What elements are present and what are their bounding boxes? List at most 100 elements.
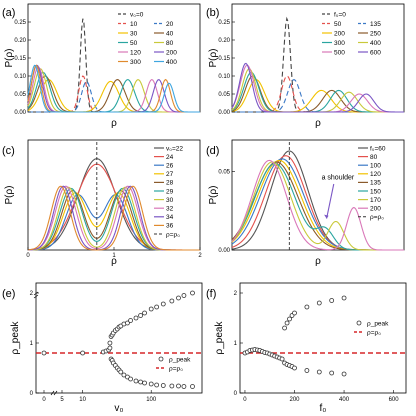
ytick-label-d-0: 0.00 [218, 248, 230, 254]
ytick-label-f-1: 1 [234, 341, 238, 347]
curve-a-400-10 [27, 64, 200, 113]
curve-a-300-9 [27, 64, 200, 113]
point-e-1 [80, 350, 86, 356]
point-e-6 [107, 340, 113, 346]
xlabel-a: ρ [111, 118, 117, 129]
xlabel-d: ρ [315, 256, 321, 267]
legend-label-a-7: 120 [130, 49, 141, 56]
legend-label-c-8: 34 [166, 214, 174, 221]
point-f-31 [329, 298, 335, 303]
axis-break-x-2 [53, 390, 58, 396]
legend-label-d-2: 100 [370, 163, 381, 170]
ylabel-f: ρ_peak [214, 321, 225, 355]
axis-break-x-1 [50, 390, 55, 396]
legend-label-c-4: 28 [166, 180, 174, 187]
point-e-24 [125, 320, 130, 326]
ytick-label-a-2: 0.10 [14, 74, 26, 80]
legend-label-b-6: 400 [370, 40, 381, 47]
ytick-label-e-2: 2 [30, 291, 34, 297]
legend-label-d-ref: ρ=ρ₀ [370, 214, 384, 221]
xtick-label-f-0: 0 [243, 397, 247, 403]
ytick-label-b-5: 0.25 [218, 20, 230, 26]
xtick-label-f-3: 600 [389, 397, 400, 403]
panel-letter-a: (a) [2, 7, 15, 19]
plot-frame-e [35, 282, 203, 394]
point-e-33 [148, 381, 154, 387]
point-e-38 [160, 301, 166, 307]
legend-label-c-7: 32 [166, 206, 174, 213]
legend-label-c-ref: ρ=ρ₀ [166, 231, 180, 238]
legend-label-c-2: 26 [166, 163, 174, 170]
ytick-label-b-0: 0.00 [218, 110, 230, 116]
ytick-label-b-3: 0.15 [218, 56, 230, 62]
legend-label-b-1: 50 [334, 21, 342, 28]
legend-label-f-1: ρ=ρ₀ [367, 329, 381, 336]
point-e-32 [142, 310, 147, 316]
panel-letter-d: (d) [206, 145, 219, 157]
legend-label-a-10: 400 [166, 59, 177, 66]
xtick-label-c-1: 1 [112, 253, 116, 259]
ylabel-b: P(ρ) [208, 48, 219, 67]
legend-label-b-2: 135 [370, 21, 381, 28]
xtick-label-f-2: 400 [339, 397, 350, 403]
annotation-shoulder: a shoulder [322, 174, 355, 181]
legend-label-e-0: ρ_peak [169, 356, 191, 363]
ytick-label-b-4: 0.20 [218, 38, 230, 44]
legend-label-d-5: 150 [370, 188, 381, 195]
point-e-46 [190, 290, 195, 296]
point-e-41 [176, 383, 181, 389]
legend-label-c-5: 29 [166, 188, 174, 195]
legend-label-a-0: v₀=0 [130, 11, 144, 18]
point-e-36 [154, 304, 160, 310]
point-e-28 [133, 315, 139, 321]
legend-label-c-9: 36 [166, 223, 174, 230]
annotation-arrow-head [324, 214, 329, 219]
legend-label-b-8: 600 [370, 49, 381, 56]
ylabel-e: ρ_peak [10, 321, 21, 355]
xtick-label-e-1: 5 [60, 397, 64, 403]
legend-label-b-4: 250 [370, 30, 381, 37]
curve-b-600-8 [231, 62, 404, 113]
legend-swatch-e-0 [158, 356, 164, 362]
ytick-label-b-1: 0.05 [218, 92, 230, 98]
legend-label-a-2: 20 [166, 21, 174, 28]
point-e-43 [181, 384, 187, 389]
xlabel-c: ρ [111, 256, 117, 267]
legend-label-d-6: 170 [370, 197, 381, 204]
ytick-label-a-3: 0.15 [14, 56, 26, 62]
point-f-21 [287, 316, 292, 322]
xlabel-e: v₀ [114, 403, 123, 414]
point-f-24 [292, 365, 297, 371]
axis-break-y-1 [33, 291, 39, 296]
panel-letter-e: (e) [2, 288, 15, 300]
legend-label-b-5: 300 [334, 40, 345, 47]
point-f-25 [292, 310, 297, 316]
legend-label-a-9: 300 [130, 59, 141, 66]
panel-f: 0 1 2 0 200 400 600 f₀ ρ_peak (f) ρ_peak ρ=ρ₀ [206, 282, 407, 414]
xtick-label-e-3: 100 [146, 397, 157, 403]
legend-label-a-6: 80 [166, 40, 174, 47]
legend-label-c-6: 30 [166, 197, 174, 204]
ytick-label-b-2: 0.10 [218, 74, 230, 80]
point-e-42 [176, 295, 181, 301]
legend-label-c-1: 24 [166, 154, 174, 161]
legend-label-d-1: 80 [370, 154, 378, 161]
point-f-26 [304, 368, 310, 373]
legend-label-b-7: 500 [334, 49, 345, 56]
point-f-33 [341, 295, 347, 301]
xtick-label-f-1: 200 [289, 397, 300, 403]
curve-d-200-7 [231, 159, 404, 251]
xtick-label-c-0: 0 [26, 253, 30, 259]
curve-b-135-2 [232, 79, 404, 113]
point-e-26 [128, 318, 133, 323]
point-f-30 [329, 370, 335, 376]
point-e-21 [121, 372, 127, 378]
point-f-17 [282, 325, 287, 331]
panel-e: 0 1 2 0 5 10 100 v₀ ρ_peak (e) ρ_peak ρ=ρ₀ [2, 282, 203, 414]
xlabel-b: ρ [315, 118, 321, 129]
legend-label-a-8: 200 [166, 49, 177, 56]
ylabel-c: P(ρ) [4, 185, 15, 204]
panel-letter-c: (c) [2, 145, 15, 157]
